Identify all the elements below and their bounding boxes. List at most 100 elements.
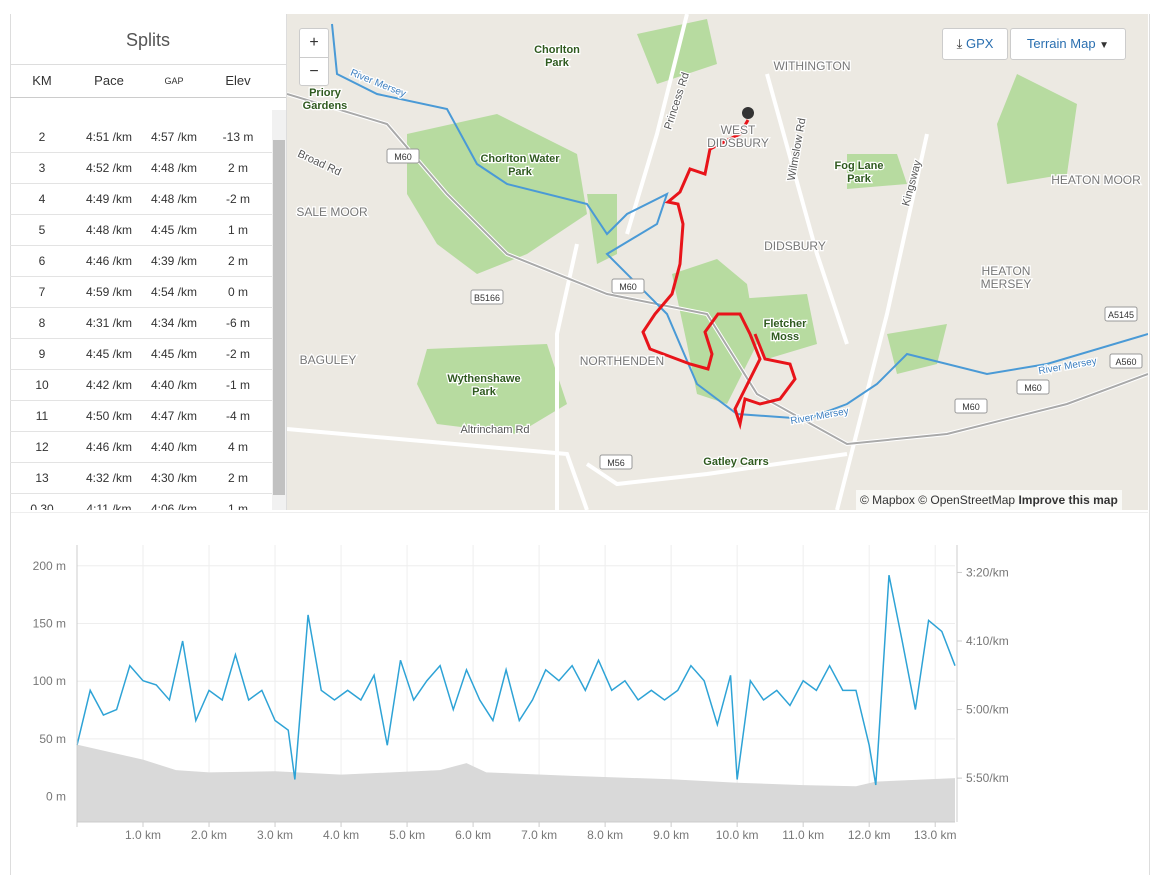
x-tick-label: 1.0 km xyxy=(125,828,161,842)
pace-line xyxy=(76,575,956,786)
zoom-control: + − xyxy=(299,28,329,86)
split-cell: 4:57 /km xyxy=(150,130,198,144)
split-cell: 9 xyxy=(38,347,46,361)
split-cell: -1 m xyxy=(226,378,250,392)
x-tick-label: 2.0 km xyxy=(191,828,227,842)
split-row: 13 4:32 /km 4:30 /km 2 m xyxy=(10,463,272,494)
splits-title: Splits xyxy=(125,30,170,50)
split-cell: 4:48 /km xyxy=(150,192,198,206)
split-cell: 2 m xyxy=(227,254,248,268)
map-label: WEST DIDSBURY xyxy=(707,123,769,150)
road-shield xyxy=(599,454,633,470)
road-shield xyxy=(611,278,645,294)
scroll-thumb[interactable] xyxy=(273,140,285,495)
split-cell: 10 xyxy=(35,378,49,392)
column-header: Pace xyxy=(94,73,124,88)
gpx-label: GPX xyxy=(965,36,994,51)
map-label: M60 xyxy=(962,402,980,412)
map-label: DIDSBURY xyxy=(764,239,826,253)
split-cell: 3 xyxy=(38,161,46,175)
map-label: Chorlton Water Park xyxy=(480,153,560,178)
x-tick-label: 9.0 km xyxy=(653,828,689,842)
split-cell: 5 xyxy=(38,223,46,237)
split-cell: 4:06 /km xyxy=(150,502,198,510)
map-label: Priory Gardens xyxy=(303,87,348,112)
y-tick-label: 150 m xyxy=(33,616,66,630)
motorway xyxy=(287,93,1148,446)
elevation-area xyxy=(77,744,955,822)
map-label: Fletcher Moss xyxy=(764,318,808,343)
frame xyxy=(10,14,1150,875)
split-cell: 4:50 /km xyxy=(85,409,133,423)
split-cell: 0 m xyxy=(227,285,248,299)
map-label: SALE MOOR xyxy=(296,205,368,219)
zoom-in[interactable]: + xyxy=(300,29,328,58)
x-tick-label: 5.0 km xyxy=(389,828,425,842)
gpx-button[interactable]: ⤓ GPX xyxy=(942,28,1008,60)
x-tick-label: 8.0 km xyxy=(587,828,623,842)
splits-panel: Splits KM Pace GAP Elev 2 4:51 /km 4:57 /km -1… xyxy=(10,14,287,510)
split-cell: 4:48 /km xyxy=(85,223,133,237)
map-label: HEATON MERSEY xyxy=(981,264,1032,291)
split-cell: 4:42 /km xyxy=(85,378,133,392)
split-cell: 4:40 /km xyxy=(150,440,198,454)
zoom-out[interactable]: − xyxy=(309,63,319,80)
split-cell: 1 m xyxy=(227,223,248,237)
split-cell: 11 xyxy=(35,409,49,423)
split-row: 11 4:50 /km 4:47 /km -4 m xyxy=(10,401,272,432)
split-cell: 4:39 /km xyxy=(150,254,198,268)
map-label: Gatley Carrs xyxy=(703,456,768,468)
y2-tick-label: 4:10/km xyxy=(966,634,1009,648)
split-cell: 4:31 /km xyxy=(85,316,133,330)
map-label: M60 xyxy=(1024,383,1042,393)
column-header: Elev xyxy=(225,73,251,88)
split-cell: 0.30 xyxy=(30,502,54,510)
road-shield xyxy=(1104,306,1138,322)
split-cell: 4:40 /km xyxy=(150,378,198,392)
column-header: GAP xyxy=(164,76,184,86)
y-tick-label: 100 m xyxy=(33,674,66,688)
split-cell: 4 m xyxy=(227,440,248,454)
scrollbar[interactable] xyxy=(272,110,286,510)
layer-button[interactable]: Terrain Map ▼ xyxy=(1010,28,1126,60)
road-shield xyxy=(470,289,504,305)
y-tick-label: 50 m xyxy=(39,732,66,746)
map-label: NORTHENDEN xyxy=(580,354,664,368)
split-cell: 4:30 /km xyxy=(150,471,198,485)
split-cell: -6 m xyxy=(226,316,250,330)
map-label: B5166 xyxy=(474,293,500,303)
y2-tick-label: 5:00/km xyxy=(966,703,1009,717)
split-cell: 4:52 /km xyxy=(85,161,133,175)
split-cell: 4:49 /km xyxy=(85,192,133,206)
x-tick-label: 11.0 km xyxy=(782,828,824,842)
split-cell: 13 xyxy=(35,471,49,485)
split-cell: 4:45 /km xyxy=(150,347,198,361)
map-label: A560 xyxy=(1115,357,1136,367)
splits-rows: 2 4:51 /km 4:57 /km -13 m 3 4:52 /km 4:48 /km 2… xyxy=(10,122,272,510)
split-cell: 4:59 /km xyxy=(85,285,133,299)
layer-label: Terrain Map xyxy=(1026,36,1096,51)
column-header: KM xyxy=(32,73,52,88)
split-cell: 2 m xyxy=(227,471,248,485)
split-cell: 4:34 /km xyxy=(150,316,198,330)
split-row: 12 4:46 /km 4:40 /km 4 m xyxy=(10,432,272,463)
y2-tick-label: 3:20/km xyxy=(966,565,1009,579)
x-tick-label: 7.0 km xyxy=(521,828,557,842)
split-cell: 1 m xyxy=(227,502,248,510)
split-cell: -13 m xyxy=(222,130,254,144)
split-cell: 4:54 /km xyxy=(150,285,198,299)
x-tick-label: 12.0 km xyxy=(848,828,891,842)
x-tick-label: 4.0 km xyxy=(323,828,359,842)
split-row: 7 4:59 /km 4:54 /km 0 m xyxy=(10,277,272,308)
split-cell: 4:45 /km xyxy=(85,347,133,361)
split-cell: 4:46 /km xyxy=(85,440,133,454)
split-cell: 7 xyxy=(38,285,46,299)
split-cell: 8 xyxy=(38,316,46,330)
map-label: A5145 xyxy=(1108,310,1134,320)
split-cell: 6 xyxy=(38,254,46,268)
split-cell: -2 m xyxy=(226,192,250,206)
improve-link[interactable]: Improve this map xyxy=(1018,493,1118,507)
finish-flag xyxy=(742,107,754,119)
